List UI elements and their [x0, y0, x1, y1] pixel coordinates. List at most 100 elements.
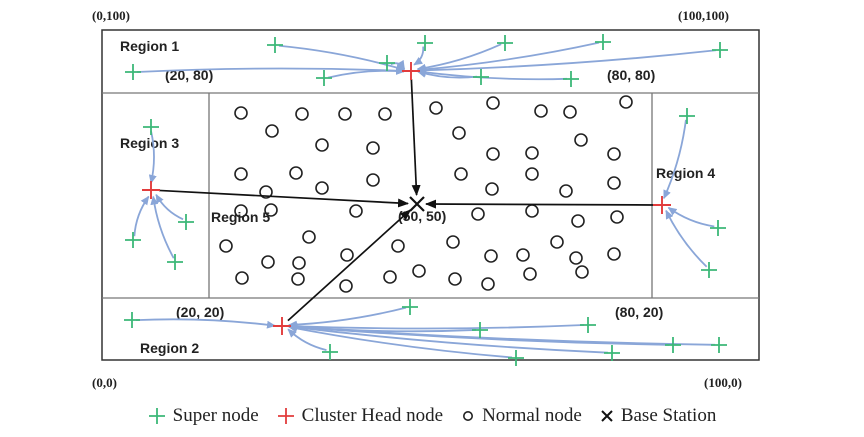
super-to-cluster-arrow	[663, 119, 687, 200]
super-node	[316, 70, 332, 86]
super-node	[125, 64, 141, 80]
normal-node	[338, 107, 352, 121]
legend-item-cluster-head: Cluster Head node	[277, 405, 443, 427]
super-node	[178, 214, 194, 230]
super-node	[125, 232, 141, 248]
super-to-cluster-arrow	[155, 193, 184, 221]
cluster-heads	[142, 62, 671, 335]
super-to-cluster-arrow	[287, 323, 609, 354]
normal-node	[292, 256, 306, 270]
cluster-head-r4	[653, 196, 671, 214]
normal-node	[265, 124, 279, 138]
legend: Super node Cluster Head node Normal node…	[0, 398, 864, 434]
normal-node	[234, 106, 248, 120]
normal-node	[448, 272, 462, 286]
super-node	[322, 344, 338, 360]
super-node	[711, 337, 727, 353]
normal-node	[383, 270, 397, 284]
normal-node	[563, 105, 577, 119]
normal-node	[471, 207, 485, 221]
super-node	[417, 35, 433, 51]
normal-node	[610, 210, 624, 224]
super-to-cluster-arrow	[133, 195, 150, 237]
normal-node	[234, 167, 248, 181]
base-station-group	[409, 196, 425, 212]
normal-node	[525, 167, 539, 181]
normal-node	[619, 95, 633, 109]
super-node	[563, 71, 579, 87]
normal-node	[234, 204, 248, 218]
super-to-cluster-arrow	[413, 46, 425, 66]
super-to-cluster-arrow	[416, 43, 502, 72]
super-node	[604, 345, 620, 361]
normal-node	[412, 264, 426, 278]
normal-node	[315, 138, 329, 152]
super-node	[379, 55, 395, 71]
normal-node	[366, 173, 380, 187]
normal-node	[607, 176, 621, 190]
coord-label-80-80: (80, 80)	[607, 67, 655, 83]
cluster-head-r2	[273, 317, 291, 335]
normal-node	[339, 279, 353, 293]
corner-label-top-right: (100,100)	[678, 8, 729, 23]
normal-node	[302, 230, 316, 244]
normal-node	[481, 277, 495, 291]
legend-item-normal-node: Normal node	[461, 405, 582, 427]
super-to-cluster-arrow	[278, 44, 406, 72]
cluster-to-base-arrow	[287, 209, 412, 322]
normal-node	[534, 104, 548, 118]
super-node	[124, 312, 140, 328]
legend-label-super-node: Super node	[172, 405, 259, 426]
legend-item-base-station: Base Station	[600, 405, 716, 427]
super-nodes	[124, 34, 728, 366]
normal-node	[264, 203, 278, 217]
region-label-3: Region 3	[120, 135, 179, 151]
normal-node	[219, 239, 233, 253]
super-to-cluster-arrow	[287, 306, 407, 329]
super-to-cluster-arrow	[150, 195, 175, 259]
super-node	[497, 35, 513, 51]
normal-node	[523, 267, 537, 281]
super-node	[679, 108, 695, 124]
normal-node	[429, 101, 443, 115]
normal-node	[454, 167, 468, 181]
super-node	[701, 262, 717, 278]
normal-node	[525, 146, 539, 160]
legend-label-cluster-head: Cluster Head node	[301, 405, 444, 426]
normal-node	[525, 204, 539, 218]
cluster-head-icon	[277, 408, 294, 424]
super-to-cluster-arrow	[667, 206, 715, 228]
corner-label-bottom-right: (100,0)	[704, 375, 742, 390]
cluster-head-r3	[142, 181, 160, 199]
super-to-cluster-arrow	[287, 322, 716, 346]
super-node	[710, 220, 726, 236]
normal-node	[485, 182, 499, 196]
normal-node	[559, 184, 573, 198]
super-to-cluster-arrow	[416, 49, 717, 75]
cluster-head-r1	[402, 62, 420, 80]
normal-node	[378, 107, 392, 121]
super-to-cluster-arrow	[148, 130, 157, 184]
super-node-icon	[148, 408, 165, 424]
normal-node-icon	[463, 411, 474, 421]
coord-label-80-20: (80, 20)	[615, 304, 663, 320]
normal-node	[516, 248, 530, 262]
normal-node	[575, 265, 589, 279]
field-boundary	[101, 29, 760, 361]
super-node	[167, 254, 183, 270]
normal-node	[607, 247, 621, 261]
coord-label-20-20: (20, 20)	[176, 304, 224, 320]
corner-label-bottom-left: (0,0)	[92, 375, 117, 390]
normal-node	[452, 126, 466, 140]
super-node	[267, 37, 283, 53]
normal-node	[391, 239, 405, 253]
base-station	[409, 196, 425, 212]
normal-node	[349, 204, 363, 218]
super-node	[473, 69, 489, 85]
normal-node	[571, 214, 585, 228]
cluster-to-base-arrow	[158, 189, 410, 208]
normal-node	[607, 147, 621, 161]
corner-label-top-left: (0,100)	[92, 8, 130, 23]
super-node	[143, 119, 159, 135]
normal-node	[446, 235, 460, 249]
